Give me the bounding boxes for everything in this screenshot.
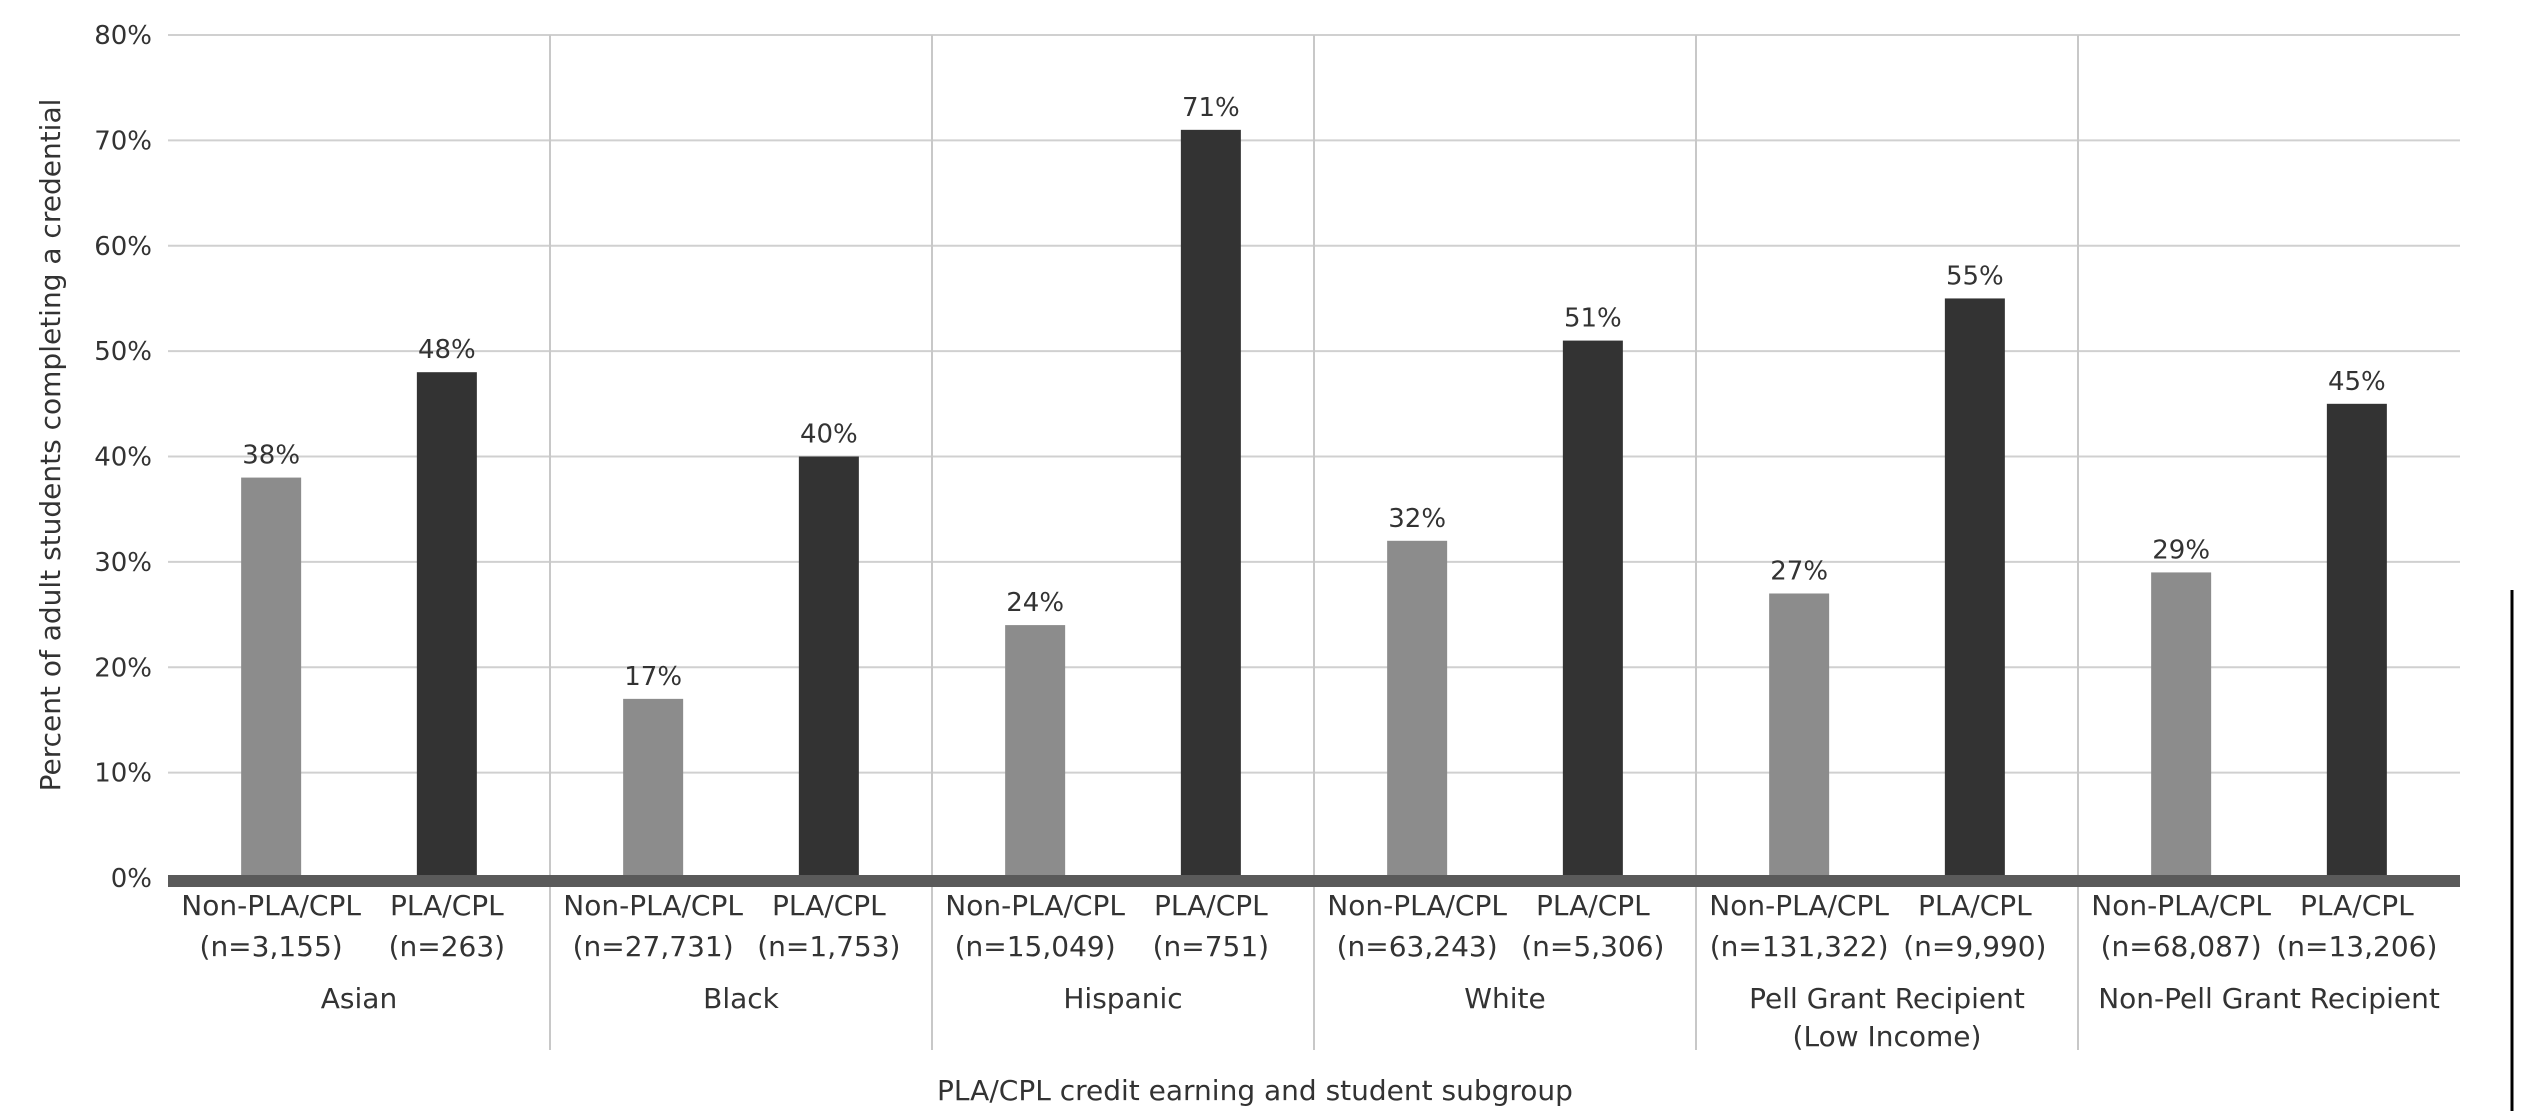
- category-label: Non-PLA/CPL: [181, 889, 361, 922]
- data-label: 32%: [1388, 504, 1446, 534]
- category-label: PLA/CPL: [1918, 889, 2032, 922]
- category-n-label: (n=63,243): [1337, 930, 1498, 963]
- bar: [623, 698, 684, 878]
- bar: [1562, 340, 1623, 878]
- category-n-label: (n=68,087): [2101, 930, 2262, 963]
- y-tick-label: 30%: [94, 548, 152, 578]
- category-n-label: (n=751): [1153, 930, 1270, 963]
- category-label: Non-PLA/CPL: [945, 889, 1125, 922]
- data-label: 48%: [418, 335, 476, 365]
- y-axis-title: Percent of adult students completing a c…: [34, 99, 67, 792]
- y-tick-label: 20%: [94, 653, 152, 683]
- y-tick-label: 70%: [94, 126, 152, 156]
- category-n-label: (n=131,322): [1710, 930, 1889, 963]
- y-tick-label: 10%: [94, 759, 152, 789]
- category-n-label: (n=3,155): [200, 930, 343, 963]
- category-label: PLA/CPL: [772, 889, 886, 922]
- y-tick-label: 50%: [94, 337, 152, 367]
- bar: [1180, 129, 1241, 878]
- data-label: 24%: [1006, 588, 1064, 618]
- group-label: (Low Income): [1793, 1020, 1982, 1053]
- group-label: Hispanic: [1063, 982, 1182, 1015]
- data-label: 29%: [2152, 535, 2210, 565]
- category-n-label: (n=5,306): [1521, 930, 1664, 963]
- data-label: 38%: [242, 441, 300, 471]
- y-tick-label: 40%: [94, 443, 152, 473]
- x-axis-title: PLA/CPL credit earning and student subgr…: [937, 1074, 1573, 1107]
- category-n-label: (n=13,206): [2276, 930, 2437, 963]
- bar: [2151, 572, 2212, 878]
- data-label: 51%: [1564, 304, 1622, 334]
- category-n-label: (n=1,753): [757, 930, 900, 963]
- group-label: Asian: [321, 982, 397, 1015]
- data-label: 17%: [624, 662, 682, 692]
- y-axis-ticks: 0% 10% 20% 30% 40% 50% 60% 70% 80%: [94, 21, 152, 894]
- bar: [798, 456, 859, 878]
- category-label: Non-PLA/CPL: [1709, 889, 1889, 922]
- data-label: 40%: [800, 420, 858, 450]
- bar: [1387, 540, 1448, 878]
- category-n-label: (n=263): [389, 930, 506, 963]
- category-n-label: (n=15,049): [955, 930, 1116, 963]
- data-labels: 38% 48% 17% 40% 24% 71% 32% 51% 27% 55% 29% 45%: [242, 93, 2386, 692]
- data-label: 55%: [1946, 261, 2004, 291]
- bar: [1944, 298, 2005, 878]
- bar: [416, 372, 477, 878]
- group-label: White: [1464, 982, 1545, 1015]
- category-label: Non-PLA/CPL: [1327, 889, 1507, 922]
- group-label: Black: [703, 982, 780, 1015]
- group-label: Non-Pell Grant Recipient: [2098, 982, 2440, 1015]
- bar: [1005, 625, 1066, 878]
- x-axis-baseline: [168, 875, 2460, 887]
- bars: [241, 129, 2387, 878]
- y-tick-label: 60%: [94, 232, 152, 262]
- category-label: PLA/CPL: [1536, 889, 1650, 922]
- bar: [1769, 593, 1830, 878]
- group-label: Pell Grant Recipient: [1749, 982, 2025, 1015]
- category-n-label: (n=9,990): [1903, 930, 2046, 963]
- y-tick-label: 0%: [111, 864, 152, 894]
- bar: [241, 477, 302, 878]
- category-n-label: (n=27,731): [573, 930, 734, 963]
- group-labels: Asian Black Hispanic White Pell Grant Recipi…: [321, 982, 2440, 1053]
- category-label: Non-PLA/CPL: [563, 889, 743, 922]
- category-label: Non-PLA/CPL: [2091, 889, 2271, 922]
- category-label: PLA/CPL: [2300, 889, 2414, 922]
- data-label: 45%: [2328, 367, 2386, 397]
- data-label: 27%: [1770, 556, 1828, 586]
- category-label: PLA/CPL: [390, 889, 504, 922]
- data-label: 71%: [1182, 93, 1240, 123]
- bar: [2326, 403, 2387, 878]
- y-tick-label: 80%: [94, 21, 152, 51]
- category-labels: Non-PLA/CPL (n=3,155) PLA/CPL (n=263) Non-PL…: [181, 889, 2437, 963]
- category-label: PLA/CPL: [1154, 889, 1268, 922]
